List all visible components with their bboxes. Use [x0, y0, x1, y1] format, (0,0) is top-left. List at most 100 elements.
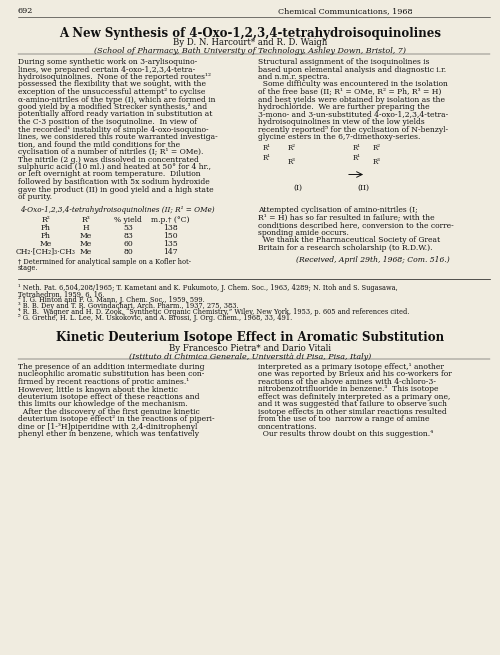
Text: 135: 135: [162, 240, 178, 248]
Text: and n.m.r. spectra.: and n.m.r. spectra.: [258, 73, 330, 81]
Text: deuterium isotope effect of these reactions and: deuterium isotope effect of these reacti…: [18, 393, 200, 401]
Text: By D. N. Harcourt* and R. D. Waigh: By D. N. Harcourt* and R. D. Waigh: [173, 38, 327, 47]
Text: recently reported⁵ for the cyclisation of N-benzyl-: recently reported⁵ for the cyclisation o…: [258, 126, 448, 134]
Text: nucleophilic aromatic substitution has been con-: nucleophilic aromatic substitution has b…: [18, 370, 204, 378]
Text: However, little is known about the kinetic: However, little is known about the kinet…: [18, 385, 178, 393]
Text: firmed by recent reactions of protic amines.¹: firmed by recent reactions of protic ami…: [18, 378, 189, 386]
Text: Ph: Ph: [41, 231, 51, 240]
Text: After the discovery of the first genuine kinetic: After the discovery of the first genuine…: [18, 407, 200, 416]
Text: dine or [1-³H]piperidine with 2,4-dinitrophenyl: dine or [1-³H]piperidine with 2,4-dinitr…: [18, 422, 198, 431]
Text: R³: R³: [288, 159, 296, 166]
Text: R³: R³: [373, 159, 381, 166]
Text: ³ B. B. Dey and T. R. Govindachari, Arch. Pharm., 1937, 275, 383.: ³ B. B. Dey and T. R. Govindachari, Arch…: [18, 302, 238, 310]
Text: A New Synthesis of 4-Oxo-1,2,3,4-tetrahydroisoquinolines: A New Synthesis of 4-Oxo-1,2,3,4-tetrahy…: [59, 27, 441, 40]
Text: stage.: stage.: [18, 265, 38, 272]
Text: of purity.: of purity.: [18, 193, 52, 201]
Text: ² I. G. Hinton and F. G. Mann, J. Chem. Soc., 1959, 599.: ² I. G. Hinton and F. G. Mann, J. Chem. …: [18, 296, 205, 304]
Text: R²: R²: [288, 143, 296, 151]
Text: R²: R²: [373, 143, 381, 151]
Text: Britain for a research scholarship (to R.D.W.).: Britain for a research scholarship (to R…: [258, 244, 432, 252]
Text: Attempted cyclisation of amino-nitriles (I;: Attempted cyclisation of amino-nitriles …: [258, 206, 418, 214]
Text: (II): (II): [357, 183, 369, 191]
Text: conditions described here, conversion to the corre-: conditions described here, conversion to…: [258, 221, 454, 229]
Text: 4-Oxo-1,2,3,4-tetrahydroisoquinolines (II; R¹ = OMe): 4-Oxo-1,2,3,4-tetrahydroisoquinolines (I…: [20, 206, 214, 214]
Text: ⁵ G. Grethe, H. L. Lee, M. Uskokovic, and A. Brossi, J. Org. Chem., 1968, 33, 49: ⁵ G. Grethe, H. L. Lee, M. Uskokovic, an…: [18, 314, 292, 322]
Text: (I): (I): [294, 183, 302, 191]
Text: R¹ = H) has so far resulted in failure; with the: R¹ = H) has so far resulted in failure; …: [258, 214, 434, 222]
Text: R²: R²: [42, 215, 50, 223]
Text: hydroisoquinolines in view of the low yields: hydroisoquinolines in view of the low yi…: [258, 118, 425, 126]
Text: (Istituto di Chimica Generale, Università di Pisa, Pisa, Italy): (Istituto di Chimica Generale, Universit…: [129, 352, 371, 361]
Text: 53: 53: [123, 223, 133, 231]
Text: from the use of too  narrow a range of amine: from the use of too narrow a range of am…: [258, 415, 430, 423]
Text: R¹: R¹: [353, 153, 361, 162]
Text: concentrations.: concentrations.: [258, 422, 318, 431]
Text: % yield: % yield: [114, 215, 142, 223]
Text: lines, we prepared certain 4-oxo-1,2,3,4-tetra-: lines, we prepared certain 4-oxo-1,2,3,4…: [18, 66, 195, 73]
Text: During some synthetic work on 3-arylisoquino-: During some synthetic work on 3-arylisoq…: [18, 58, 197, 66]
Text: deuterium isotope effect² in the reactions of piperi-: deuterium isotope effect² in the reactio…: [18, 415, 214, 423]
Text: R¹: R¹: [263, 143, 271, 151]
Text: Me: Me: [40, 240, 52, 248]
Text: isotope effects in other similar reactions resulted: isotope effects in other similar reactio…: [258, 407, 447, 416]
Text: Some difficulty was encountered in the isolation: Some difficulty was encountered in the i…: [258, 81, 448, 88]
Text: Me: Me: [80, 248, 92, 255]
Text: good yield by a modified Strecker synthesis,³ and: good yield by a modified Strecker synthe…: [18, 103, 207, 111]
Text: R¹: R¹: [353, 143, 361, 151]
Text: R³: R³: [82, 215, 90, 223]
Text: 150: 150: [162, 231, 178, 240]
Text: based upon elemental analysis and diagnostic i.r.: based upon elemental analysis and diagno…: [258, 66, 446, 73]
Text: m.p.† (°C): m.p.† (°C): [151, 215, 189, 223]
Text: Kinetic Deuterium Isotope Effect in Aromatic Substitution: Kinetic Deuterium Isotope Effect in Arom…: [56, 331, 444, 344]
Text: 83: 83: [123, 231, 133, 240]
Text: sulphuric acid (10 ml.) and heated at 50° for 4 hr.,: sulphuric acid (10 ml.) and heated at 50…: [18, 163, 211, 171]
Text: hydrochloride.  We are further preparing the: hydrochloride. We are further preparing …: [258, 103, 430, 111]
Text: Me: Me: [80, 240, 92, 248]
Text: ⁴ R. B.  Wagner and H. D. Zook, “Synthetic Organic Chemistry,” Wiley, New York, : ⁴ R. B. Wagner and H. D. Zook, “Syntheti…: [18, 309, 409, 316]
Text: followed by basification with 5x sodium hydroxide: followed by basification with 5x sodium …: [18, 178, 210, 186]
Text: Ph: Ph: [41, 223, 51, 231]
Text: R¹: R¹: [263, 153, 271, 162]
Text: Tetrahedron, 1959, 6, 16.: Tetrahedron, 1959, 6, 16.: [18, 290, 104, 298]
Text: 80: 80: [123, 248, 133, 255]
Text: Structural assignment of the isoquinolines is: Structural assignment of the isoquinolin…: [258, 58, 430, 66]
Text: (School of Pharmacy, Bath University of Technology, Ashley Down, Bristol, 7): (School of Pharmacy, Bath University of …: [94, 47, 406, 55]
Text: glycine esters in the 6,7-dimethoxy-series.: glycine esters in the 6,7-dimethoxy-seri…: [258, 133, 420, 141]
Text: effect was definitely interpreted as a primary one,: effect was definitely interpreted as a p…: [258, 393, 450, 401]
Text: hydroisoquinolines.  None of the reported routes¹²: hydroisoquinolines. None of the reported…: [18, 73, 211, 81]
Text: † Determined for analytical sample on a Kofler hot-: † Determined for analytical sample on a …: [18, 259, 191, 267]
Text: reactions of the above amines with 4-chloro-3-: reactions of the above amines with 4-chl…: [258, 378, 436, 386]
Text: this limits our knowledge of the mechanism.: this limits our knowledge of the mechani…: [18, 400, 188, 408]
Text: Our results throw doubt on this suggestion.⁴: Our results throw doubt on this suggesti…: [258, 430, 433, 438]
Text: (Received, April 29th, 1968; Com. 516.): (Received, April 29th, 1968; Com. 516.): [296, 255, 450, 263]
Text: CH₂·[CH₂]₃·CH₃: CH₂·[CH₂]₃·CH₃: [16, 248, 76, 255]
Text: 3-mono- and 3-un-substituted 4-oxo-1,2,3,4-tetra-: 3-mono- and 3-un-substituted 4-oxo-1,2,3…: [258, 111, 448, 119]
Text: sponding amide occurs.: sponding amide occurs.: [258, 229, 349, 237]
Text: lines, we considered this route warranted investiga-: lines, we considered this route warrante…: [18, 133, 218, 141]
Text: and best yields were obtained by isolation as the: and best yields were obtained by isolati…: [258, 96, 445, 103]
Text: possessed the flexibility that we sought, with the: possessed the flexibility that we sought…: [18, 81, 206, 88]
Text: 147: 147: [162, 248, 178, 255]
Text: the C-3 position of the isoquinoline.  In view of: the C-3 position of the isoquinoline. In…: [18, 118, 197, 126]
Text: or left overnight at room temperature.  Dilution: or left overnight at room temperature. D…: [18, 170, 201, 179]
Text: tion, and found the mild conditions for the: tion, and found the mild conditions for …: [18, 141, 180, 149]
Text: the recorded¹ instability of simple 4-oxo-isoquino-: the recorded¹ instability of simple 4-ox…: [18, 126, 208, 134]
Text: exception of the unsuccessful attempt² to cyclise: exception of the unsuccessful attempt² t…: [18, 88, 206, 96]
Text: The presence of an addition intermediate during: The presence of an addition intermediate…: [18, 363, 204, 371]
Text: H: H: [82, 223, 89, 231]
Text: Me: Me: [80, 231, 92, 240]
Text: phenyl ether in benzene, which was tentatively: phenyl ether in benzene, which was tenta…: [18, 430, 199, 438]
Text: 692: 692: [18, 7, 34, 15]
Text: By Francesco Pietra* and Dario Vitali: By Francesco Pietra* and Dario Vitali: [169, 344, 331, 352]
Text: one was reported by Brieux and his co-workers for: one was reported by Brieux and his co-wo…: [258, 370, 452, 378]
Text: Chemical Communications, 1968: Chemical Communications, 1968: [278, 7, 412, 15]
Text: of the free base (II; R¹ = OMe, R² = Ph, R³ = H): of the free base (II; R¹ = OMe, R² = Ph,…: [258, 88, 442, 96]
Text: potentially afford ready variation in substitution at: potentially afford ready variation in su…: [18, 111, 212, 119]
Text: nitrobenzotrifluoride in benzene.³  This isotope: nitrobenzotrifluoride in benzene.³ This …: [258, 385, 438, 393]
Text: cyclisation of a number of nitriles (I; R¹ = OMe).: cyclisation of a number of nitriles (I; …: [18, 148, 204, 156]
Text: ¹ Neth. Pat. 6,504,208/1965; T. Kametani and K. Fukumoto, J. Chem. Soc., 1963, 4: ¹ Neth. Pat. 6,504,208/1965; T. Kametani…: [18, 284, 398, 291]
Text: We thank the Pharmaceutical Society of Great: We thank the Pharmaceutical Society of G…: [258, 236, 440, 244]
Text: 138: 138: [162, 223, 178, 231]
Text: interpreted as a primary isotope effect,¹ another: interpreted as a primary isotope effect,…: [258, 363, 444, 371]
Text: gave the product (II) in good yield and a high state: gave the product (II) in good yield and …: [18, 185, 214, 193]
